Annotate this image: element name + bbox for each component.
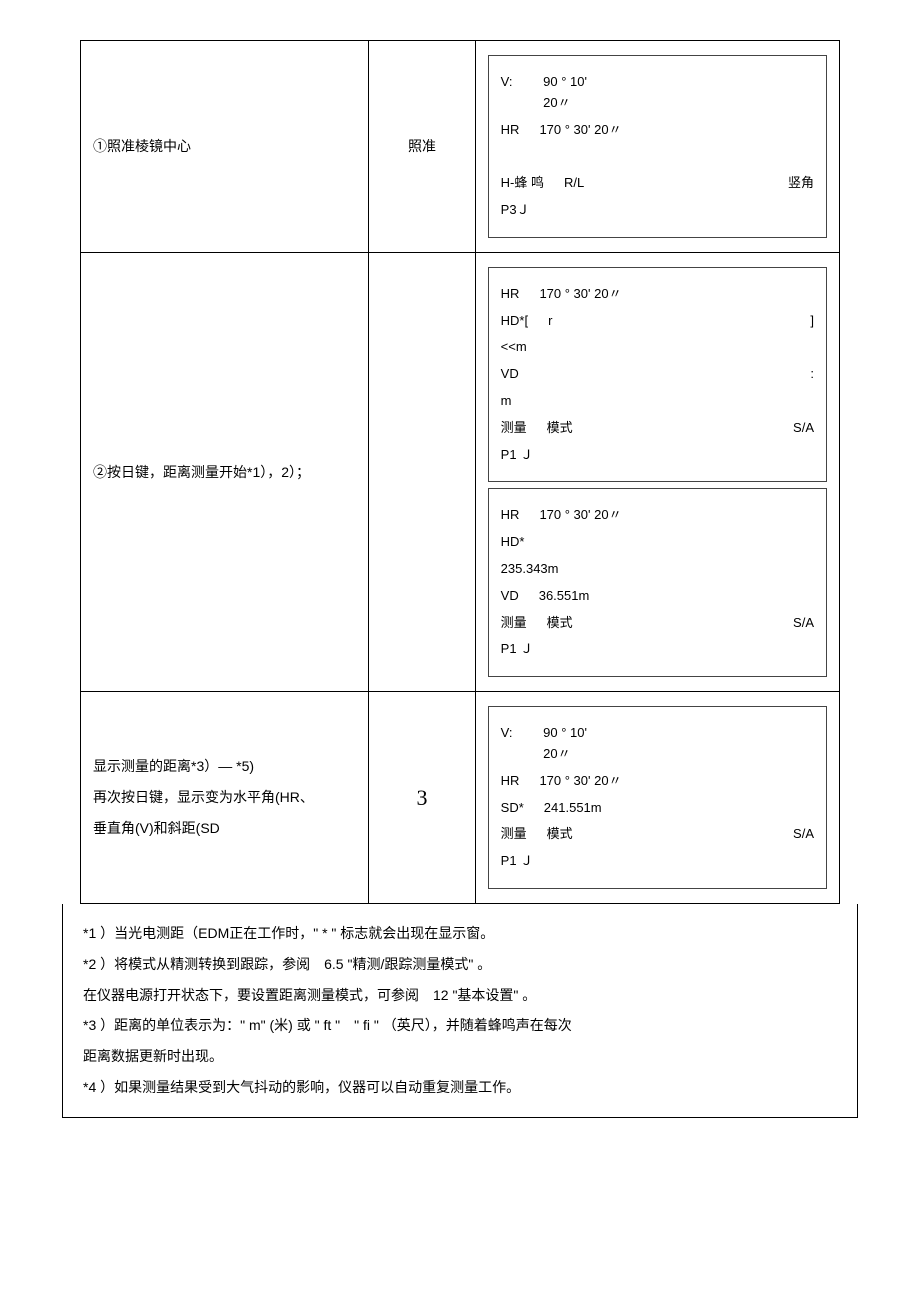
display-screen: V:90 ° 10'20〃 HR170 ° 30' 20〃 H-蜂 鸣R/L竖角 P… bbox=[488, 55, 827, 238]
screen-line: m bbox=[501, 391, 814, 412]
screen-line: V:90 ° 10'20〃 bbox=[501, 72, 814, 114]
screen-line: HD* bbox=[501, 532, 814, 553]
footnote-line: 距离数据更新时出现。 bbox=[83, 1041, 837, 1072]
screen-line: P1 Ｊ bbox=[501, 851, 814, 872]
screen-line: <<m bbox=[501, 337, 814, 358]
table-row: ②按日键，距离测量开始*1），2）； HR170 ° 30' 20〃 HD*[r] <… bbox=[81, 252, 840, 691]
display-screen: HR170 ° 30' 20〃 HD* 235.343m VD36.551m 测量模式S… bbox=[488, 488, 827, 677]
display-screen: V:90 ° 10'20〃 HR170 ° 30' 20〃 SD*241.551m 测… bbox=[488, 706, 827, 889]
step-text: 显示测量的距离*3）— *5) bbox=[93, 751, 356, 782]
screen-line: 测量模式S/A bbox=[501, 418, 814, 439]
key-cell bbox=[369, 252, 475, 691]
table-row: 显示测量的距离*3）— *5)再次按日键，显示变为水平角(HR、垂直角(V)和斜… bbox=[81, 692, 840, 904]
screen-line: HR170 ° 30' 20〃 bbox=[501, 771, 814, 792]
screen-line: P3Ｊ bbox=[501, 200, 814, 221]
screen-line: VD36.551m bbox=[501, 586, 814, 607]
footnote-line: 在仪器电源打开状态下，要设置距离测量模式，可参阅 12 "基本设置" 。 bbox=[83, 980, 837, 1011]
screen-line: HR170 ° 30' 20〃 bbox=[501, 120, 814, 141]
screen-line: 测量模式S/A bbox=[501, 613, 814, 634]
display-screen: HR170 ° 30' 20〃 HD*[r] <<m VD: m 测量模式S/A P1 Ｊ bbox=[488, 267, 827, 483]
display-cell: HR170 ° 30' 20〃HD*[r]<<mVD:m测量模式S/AP1 ＪH… bbox=[475, 252, 839, 691]
step-text: 再次按日键，显示变为水平角(HR、 bbox=[93, 782, 356, 813]
screen-line: SD*241.551m bbox=[501, 798, 814, 819]
step-cell: ①照准棱镜中心 bbox=[81, 41, 369, 253]
screen-line: H-蜂 鸣R/L竖角 bbox=[501, 173, 814, 194]
screen-line: P1 Ｊ bbox=[501, 639, 814, 660]
step-cell: 显示测量的距离*3）— *5)再次按日键，显示变为水平角(HR、垂直角(V)和斜… bbox=[81, 692, 369, 904]
screen-line: V:90 ° 10'20〃 bbox=[501, 723, 814, 765]
table-row: ①照准棱镜中心照准 V:90 ° 10'20〃 HR170 ° 30' 20〃 H-… bbox=[81, 41, 840, 253]
display-cell: V:90 ° 10'20〃 HR170 ° 30' 20〃 SD*241.551m 测… bbox=[475, 692, 839, 904]
key-label: 3 bbox=[417, 785, 428, 810]
display-cell: V:90 ° 10'20〃 HR170 ° 30' 20〃 H-蜂 鸣R/L竖角 P… bbox=[475, 41, 839, 253]
key-cell: 3 bbox=[369, 692, 475, 904]
screen-line: HR170 ° 30' 20〃 bbox=[501, 505, 814, 526]
screen-line: HD*[r] bbox=[501, 311, 814, 332]
procedure-table: ①照准棱镜中心照准 V:90 ° 10'20〃 HR170 ° 30' 20〃 H-… bbox=[80, 40, 840, 904]
footnote-line: *4 ）如果测量结果受到大气抖动的影响，仪器可以自动重复测量工作。 bbox=[83, 1072, 837, 1103]
screen-line bbox=[501, 146, 814, 167]
footnote-line: *3 ）距离的单位表示为：" m" (米) 或 " ft " " fi " （英… bbox=[83, 1010, 837, 1041]
screen-line: P1 Ｊ bbox=[501, 445, 814, 466]
footnote-line: *2 ）将模式从精测转换到跟踪，参阅 6.5 "精测/跟踪测量模式" 。 bbox=[83, 949, 837, 980]
footnotes: *1 ）当光电测距（EDM正在工作时，" * " 标志就会出现在显示窗。*2 ）… bbox=[62, 904, 858, 1118]
step-cell: ②按日键，距离测量开始*1），2）； bbox=[81, 252, 369, 691]
key-cell: 照准 bbox=[369, 41, 475, 253]
step-text: 垂直角(V)和斜距(SD bbox=[93, 813, 356, 844]
screen-line: HR170 ° 30' 20〃 bbox=[501, 284, 814, 305]
screen-line: 测量模式S/A bbox=[501, 824, 814, 845]
screen-line: VD: bbox=[501, 364, 814, 385]
screen-line: 235.343m bbox=[501, 559, 814, 580]
footnote-line: *1 ）当光电测距（EDM正在工作时，" * " 标志就会出现在显示窗。 bbox=[83, 918, 837, 949]
